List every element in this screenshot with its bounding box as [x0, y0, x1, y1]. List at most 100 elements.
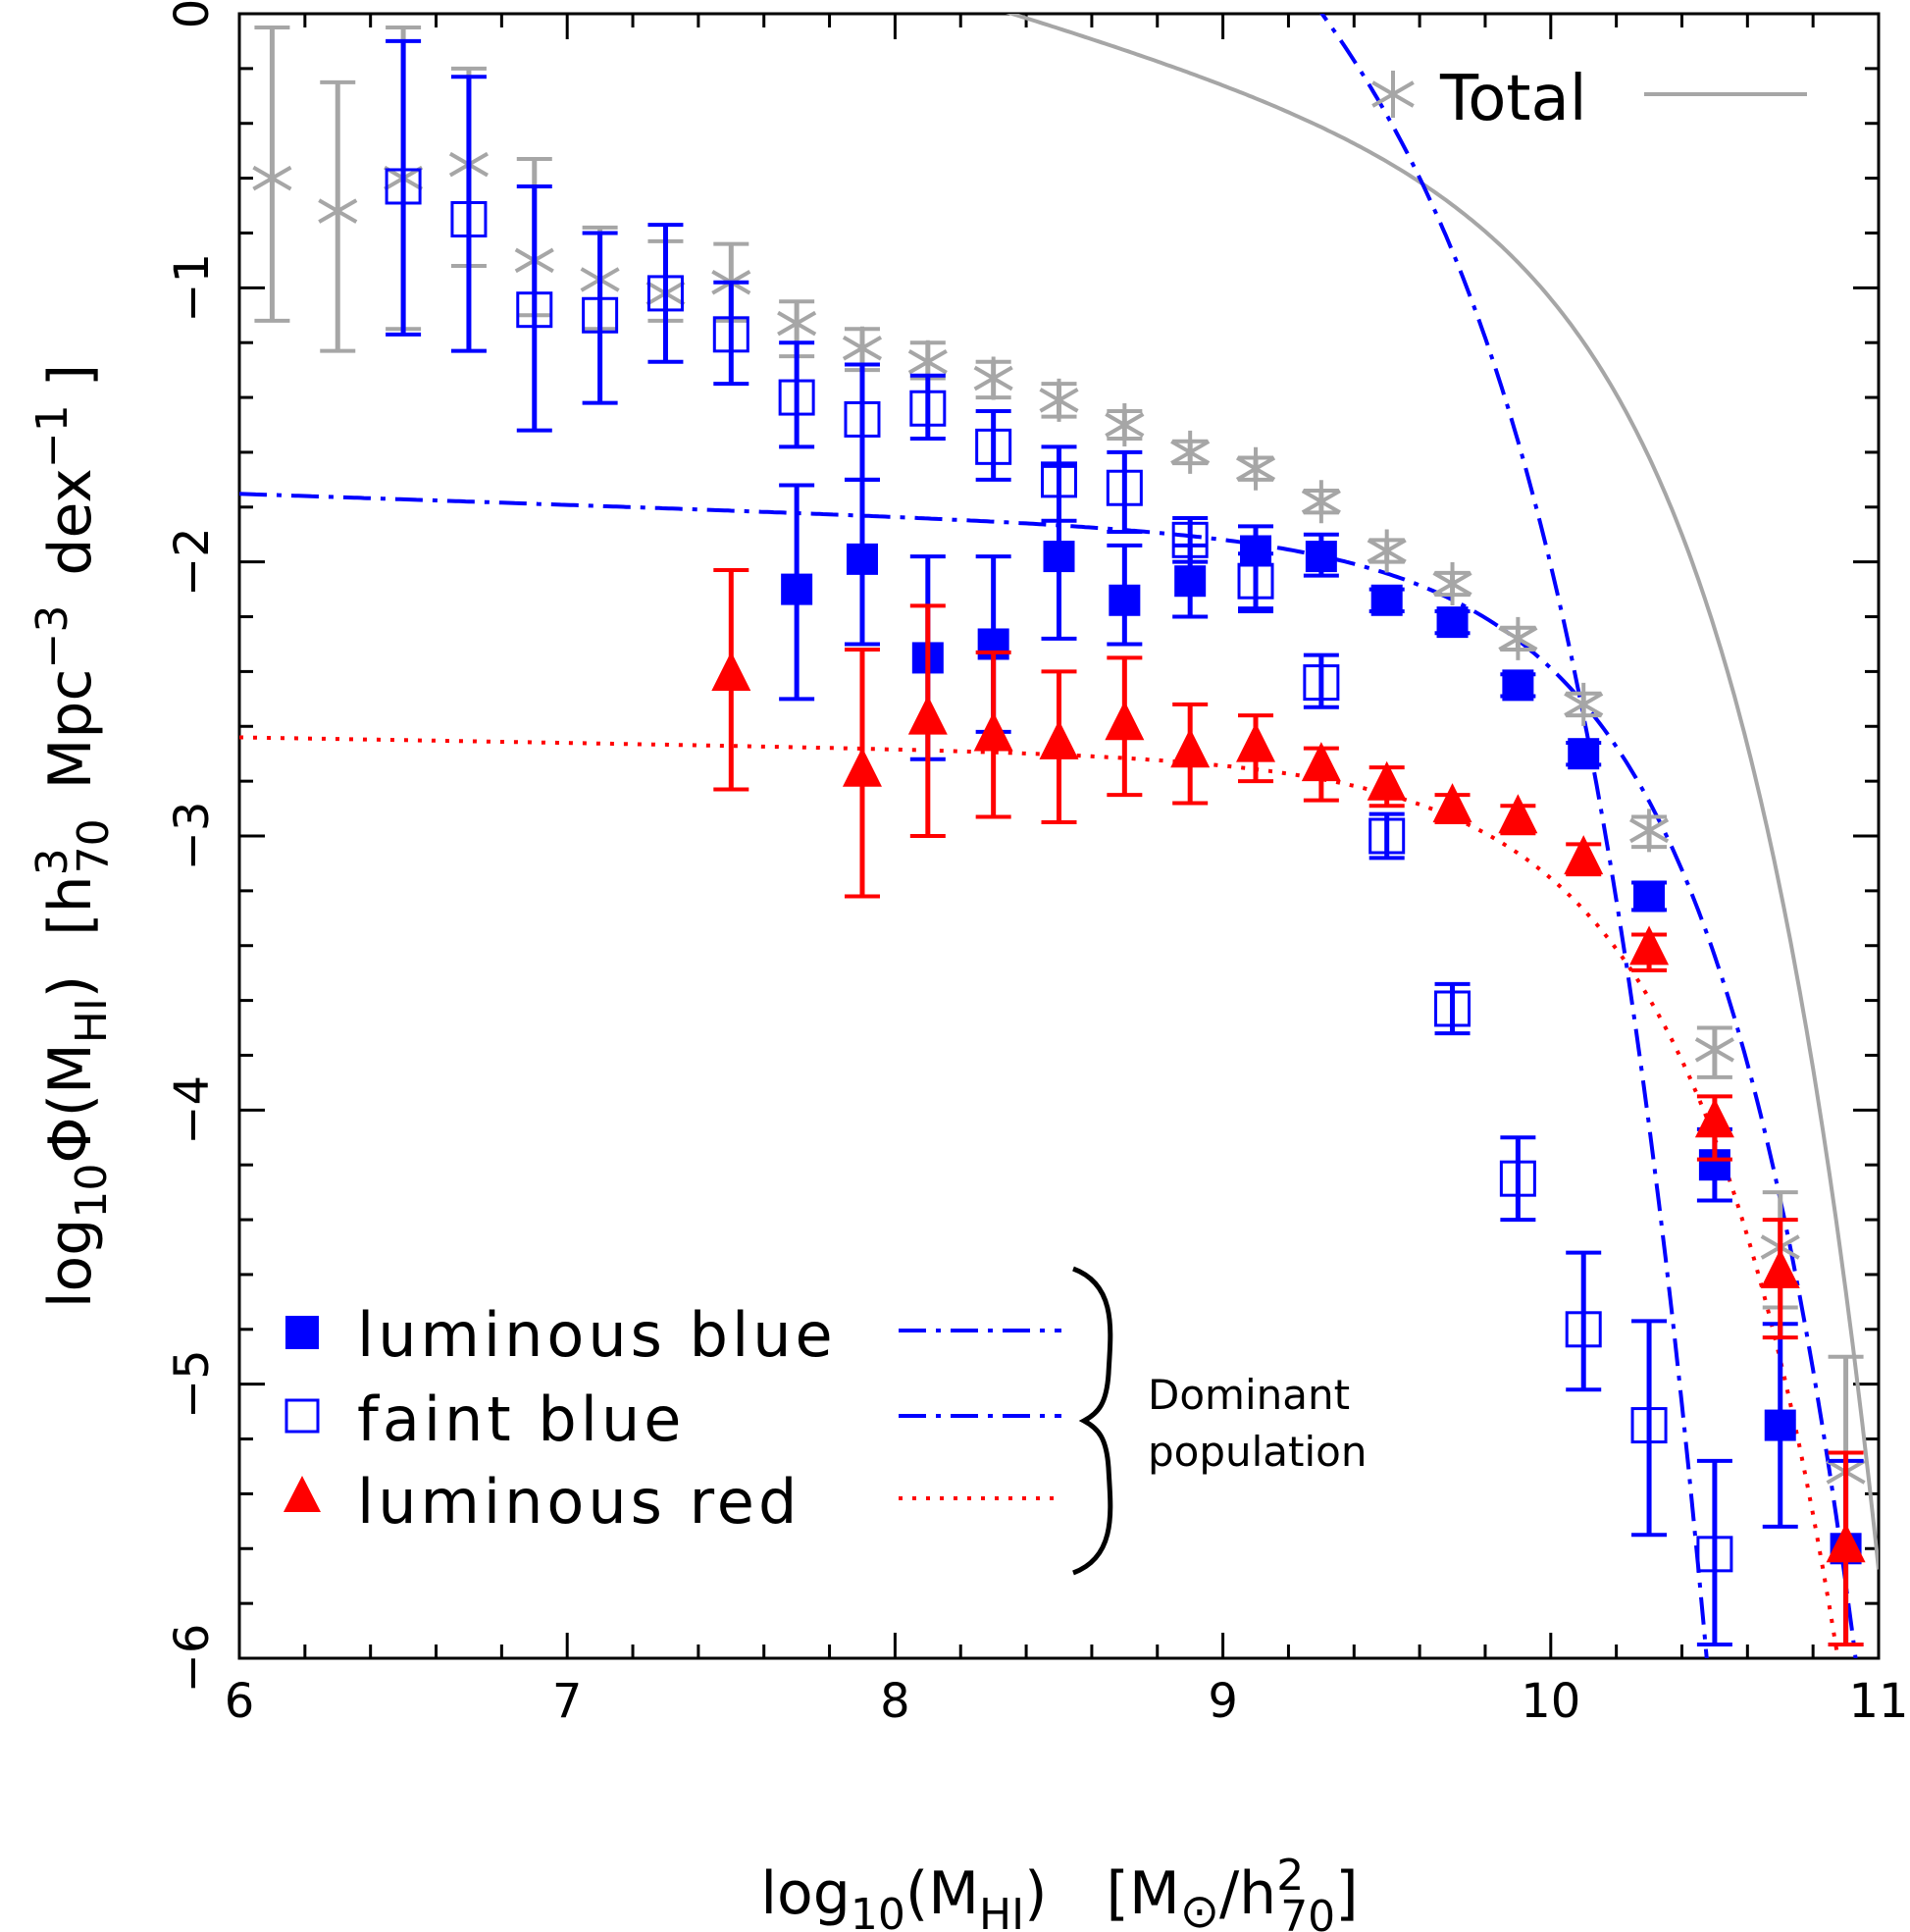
- x-tick-label: 6: [225, 1674, 255, 1729]
- luminous-blue-point: [1305, 541, 1337, 573]
- total-point: [1564, 682, 1604, 726]
- total-point-stroke: [973, 365, 1013, 392]
- faint-blue-point: [712, 316, 749, 353]
- luminous-red-point: [1760, 1248, 1800, 1288]
- faint-blue-point: [1434, 990, 1471, 1027]
- luminous-red-point: [973, 711, 1013, 752]
- faint-blue-point: [1696, 1536, 1733, 1573]
- luminous-blue-point: [1633, 880, 1666, 913]
- total-point-stroke: [1170, 440, 1211, 465]
- luminous-red-point: [1694, 1098, 1734, 1138]
- legend-bracket-text-2: population: [1148, 1428, 1368, 1476]
- legend-luminous-blue-marker: [285, 1316, 319, 1349]
- luminous-blue-point: [846, 543, 878, 575]
- total-point: [252, 156, 292, 200]
- total-point-stroke: [1367, 538, 1407, 564]
- y-label-sub10: 10: [67, 1164, 117, 1219]
- x-label-sub-hi: HI: [979, 1890, 1024, 1932]
- legend-luminous-blue-label: luminous blue: [357, 1299, 837, 1371]
- luminous-blue-point: [1436, 606, 1469, 639]
- x-tick-label: 9: [1208, 1674, 1238, 1729]
- faint-blue-point: [385, 168, 422, 205]
- faint-blue-point: [975, 428, 1012, 465]
- luminous-red-point: [1629, 925, 1670, 966]
- fit-curve-faint-blue: [1319, 14, 1709, 1658]
- luminous-red-point: [1498, 794, 1538, 834]
- faint-blue-point: [1237, 562, 1274, 600]
- faint-blue-point: [582, 296, 619, 334]
- total-point: [1498, 616, 1538, 660]
- y-label-sup-neg1: −1: [27, 404, 77, 468]
- faint-blue-point: [646, 275, 684, 312]
- legend-total: Total: [1371, 63, 1807, 135]
- y-label-close: ): [36, 975, 105, 998]
- faint-blue-point: [516, 291, 553, 329]
- y-tick-label: −6: [165, 1624, 220, 1694]
- data-points: [252, 25, 1866, 1647]
- faint-blue-point: [1565, 1311, 1602, 1348]
- y-label-sup3: 3: [27, 848, 77, 875]
- faint-blue-point: [1106, 469, 1143, 506]
- total-point: [1301, 480, 1341, 524]
- x-label-sub70: 70: [1280, 1892, 1335, 1932]
- y-label-units-close: ]: [36, 364, 105, 387]
- x-label-units-mid: /h: [1219, 1859, 1276, 1928]
- total-point-stroke: [777, 310, 817, 337]
- x-tick-label: 11: [1848, 1674, 1908, 1729]
- x-label-units-open: [M: [1107, 1859, 1180, 1928]
- total-point: [1235, 446, 1276, 491]
- luminous-red-point: [711, 651, 751, 691]
- fit-curve-luminous-red: [239, 735, 1840, 1658]
- faint-blue-point: [450, 201, 488, 237]
- y-label-sub-hi: HI: [67, 998, 117, 1043]
- luminous-blue-point: [1174, 565, 1207, 598]
- y-tick-label: −5: [165, 1349, 220, 1419]
- y-label-phi: Φ(M: [36, 1043, 105, 1163]
- total-point: [1694, 1027, 1734, 1071]
- total-point: [1170, 430, 1211, 474]
- total-point-stroke: [1301, 489, 1341, 514]
- x-label-units-close: ]: [1335, 1859, 1358, 1928]
- y-tick-label: −3: [165, 802, 220, 871]
- legend-total-asterisk: [1371, 71, 1415, 118]
- total-point-stroke: [252, 165, 292, 191]
- x-tick-label: 8: [880, 1674, 910, 1729]
- x-axis-label: log10(MHI) [M⊙/h2 70]: [760, 1851, 1358, 1932]
- faint-blue-point: [1630, 1407, 1668, 1444]
- total-point-stroke: [1039, 388, 1079, 413]
- total-point: [777, 301, 817, 345]
- faint-blue-point: [909, 390, 947, 427]
- total-point-stroke: [1629, 817, 1670, 844]
- total-point: [1105, 403, 1145, 446]
- x-tick-label: 7: [552, 1674, 583, 1729]
- legend-bracket-text-1: Dominant: [1148, 1371, 1350, 1419]
- luminous-red-point: [1039, 719, 1079, 759]
- faint-blue-point: [1499, 1160, 1536, 1197]
- faint-blue-point: [778, 379, 815, 416]
- legend-populations: luminous blue faint blue luminous red Do…: [284, 1266, 1368, 1576]
- y-tick-label: −2: [165, 527, 220, 597]
- legend-total-marker: [1371, 71, 1415, 118]
- total-point: [1629, 809, 1670, 853]
- x-label-sun: ⊙: [1180, 1884, 1219, 1932]
- x-label-sup2: 2: [1276, 1851, 1304, 1901]
- x-label-log: log: [760, 1859, 850, 1928]
- total-point: [318, 189, 358, 234]
- total-point: [842, 326, 883, 370]
- axis-tick-labels: 6 7 8 9 10 11 0 −1 −2 −3 −4 −5 −6: [165, 0, 1909, 1729]
- total-point-stroke: [1498, 626, 1538, 652]
- series-luminous-red: [711, 568, 1866, 1647]
- luminous-red-point: [1564, 835, 1604, 875]
- total-point-stroke: [842, 336, 883, 361]
- faint-blue-point: [1171, 521, 1209, 558]
- total-point-stroke: [1235, 455, 1276, 482]
- luminous-blue-point: [1370, 584, 1403, 616]
- luminous-blue-point: [1568, 738, 1600, 770]
- legend-luminous-red-label: luminous red: [357, 1466, 800, 1538]
- luminous-red-point: [1105, 701, 1145, 741]
- total-point-stroke: [1105, 412, 1145, 438]
- total-point: [973, 356, 1013, 400]
- total-point: [1367, 529, 1407, 573]
- y-label-dex: dex: [36, 468, 105, 575]
